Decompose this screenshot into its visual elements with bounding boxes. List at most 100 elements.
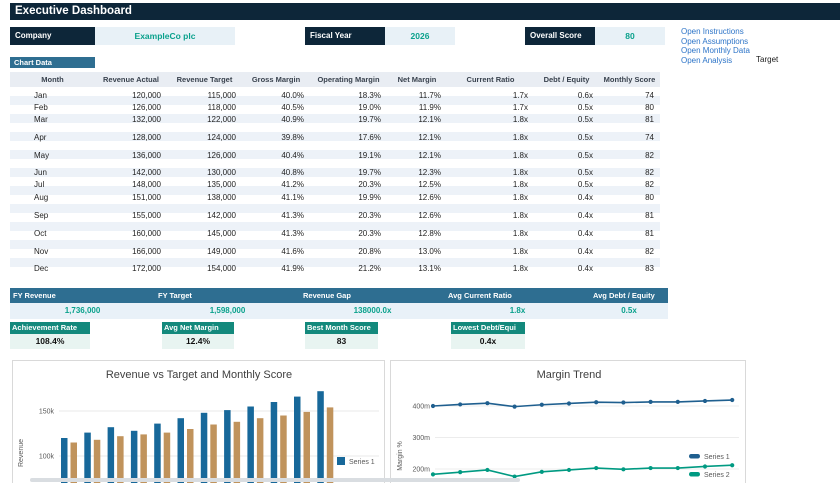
kpi-value[interactable]: 83 — [305, 334, 378, 349]
table-cell[interactable]: 80 — [645, 192, 654, 202]
table-cell[interactable]: 0.5x — [577, 115, 593, 124]
table-cell[interactable]: 40.4% — [281, 150, 304, 160]
table-cell[interactable]: 82 — [645, 246, 654, 256]
table-cell[interactable]: 12.1% — [418, 150, 441, 160]
table-cell[interactable]: 126,000 — [207, 150, 236, 160]
table-cell[interactable]: 1.7x — [512, 90, 528, 100]
table-cell[interactable]: Sep — [34, 210, 49, 220]
horizontal-scrollbar-thumb[interactable] — [30, 478, 520, 482]
table-cell[interactable]: 81 — [645, 115, 654, 124]
table-cell[interactable]: 118,000 — [207, 103, 236, 112]
margin-trend-chart[interactable]: Margin Trend 400m 300m 200m Margin % Series 1… — [390, 360, 746, 483]
table-cell[interactable]: 166,000 — [132, 246, 161, 256]
table-cell[interactable]: 128,000 — [132, 132, 161, 142]
table-cell[interactable]: 126,000 — [132, 103, 161, 112]
table-cell[interactable]: 40.0% — [281, 90, 304, 100]
overall-score-value-cell[interactable]: 80 — [595, 27, 665, 45]
table-cell[interactable]: 160,000 — [132, 228, 161, 238]
table-cell[interactable]: 0.4x — [577, 246, 593, 256]
table-cell[interactable]: 19.7% — [358, 167, 381, 177]
table-cell[interactable]: 1.8x — [512, 192, 528, 202]
table-cell[interactable]: 151,000 — [132, 192, 161, 202]
table-cell[interactable]: 0.4x — [577, 192, 593, 202]
table-cell[interactable]: Mar — [34, 115, 48, 124]
table-cell[interactable]: 1.8x — [512, 167, 528, 177]
table-cell[interactable]: 39.8% — [281, 132, 304, 142]
table-cell[interactable]: 0.5x — [577, 150, 593, 160]
table-cell[interactable]: 20.8% — [358, 246, 381, 256]
table-cell[interactable]: 80 — [645, 103, 654, 112]
link-open-instructions[interactable]: Open Instructions — [681, 27, 744, 36]
table-cell[interactable]: 40.9% — [281, 115, 304, 124]
table-cell[interactable]: 19.9% — [358, 192, 381, 202]
summary-value-avg-debt-equity[interactable]: 0.5x — [621, 306, 637, 315]
table-cell[interactable]: 12.6% — [418, 192, 441, 202]
table-cell[interactable]: 20.3% — [358, 228, 381, 238]
table-cell[interactable]: Nov — [34, 246, 49, 256]
table-cell[interactable]: Jan — [34, 90, 47, 100]
table-cell[interactable]: 40.5% — [281, 103, 304, 112]
kpi-value[interactable]: 12.4% — [162, 334, 234, 349]
table-cell[interactable]: 41.6% — [281, 246, 304, 256]
table-cell[interactable]: 0.5x — [577, 180, 593, 189]
table-cell[interactable]: 1.7x — [512, 103, 528, 112]
link-open-analysis[interactable]: Open Analysis — [681, 55, 733, 65]
summary-value-fy-revenue[interactable]: 1,736,000 — [64, 306, 101, 315]
table-cell[interactable]: Dec — [34, 263, 49, 273]
table-cell[interactable]: 19.0% — [358, 103, 381, 112]
summary-value-revenue-gap[interactable]: 138000.0x — [353, 306, 392, 315]
table-cell[interactable]: 115,000 — [207, 90, 236, 100]
table-cell[interactable]: 0.5x — [577, 103, 593, 112]
table-cell[interactable]: 13.1% — [418, 263, 441, 273]
table-cell[interactable]: 74 — [645, 90, 654, 100]
table-cell[interactable]: 41.9% — [281, 263, 304, 273]
table-cell[interactable]: 13.0% — [418, 246, 441, 256]
table-cell[interactable]: 120,000 — [132, 90, 161, 100]
table-cell[interactable]: 1.8x — [512, 228, 528, 238]
table-cell[interactable]: 0.5x — [577, 132, 593, 142]
table-cell[interactable]: May — [34, 150, 50, 160]
table-cell[interactable]: Jun — [34, 167, 47, 177]
table-cell[interactable]: 0.4x — [577, 228, 593, 238]
table-cell[interactable]: 12.6% — [418, 210, 441, 220]
table-cell[interactable]: Feb — [34, 103, 48, 112]
table-cell[interactable]: 41.2% — [281, 180, 304, 189]
table-cell[interactable]: 21.2% — [358, 263, 381, 273]
table-cell[interactable]: 149,000 — [207, 246, 236, 256]
link-open-monthly-data[interactable]: Open Monthly Data — [681, 46, 750, 55]
table-cell[interactable]: 135,000 — [207, 180, 236, 189]
table-cell[interactable]: 142,000 — [132, 167, 161, 177]
table-cell[interactable]: 19.7% — [358, 115, 381, 124]
table-cell[interactable]: 19.1% — [358, 150, 381, 160]
table-cell[interactable]: 83 — [645, 263, 654, 273]
table-cell[interactable]: 1.8x — [512, 115, 528, 124]
table-cell[interactable]: 12.1% — [418, 115, 441, 124]
table-cell[interactable]: 12.1% — [418, 132, 441, 142]
table-cell[interactable]: 132,000 — [132, 115, 161, 124]
table-cell[interactable]: 17.6% — [358, 132, 381, 142]
company-value-cell[interactable]: ExampleCo plc — [95, 27, 235, 45]
summary-value-avg-current-ratio[interactable]: 1.8x — [509, 306, 526, 315]
table-cell[interactable]: 1.8x — [512, 132, 528, 142]
table-cell[interactable]: 41.1% — [281, 192, 304, 202]
table-cell[interactable]: 12.8% — [418, 228, 441, 238]
table-cell[interactable]: 20.3% — [358, 210, 381, 220]
fiscal-year-value-cell[interactable]: 2026 — [385, 27, 455, 45]
table-cell[interactable]: 138,000 — [207, 192, 236, 202]
table-cell[interactable]: 0.4x — [577, 263, 593, 273]
table-cell[interactable]: 1.8x — [512, 210, 528, 220]
table-cell[interactable]: 11.7% — [418, 90, 441, 100]
table-cell[interactable]: 1.8x — [512, 150, 528, 160]
table-cell[interactable]: 136,000 — [132, 150, 161, 160]
table-cell[interactable]: 41.3% — [281, 210, 304, 220]
table-cell[interactable]: 142,000 — [207, 210, 236, 220]
summary-value-fy-target[interactable]: 1,598,000 — [209, 306, 246, 315]
table-cell[interactable]: 122,000 — [207, 115, 236, 124]
table-cell[interactable]: Apr — [34, 132, 47, 142]
table-cell[interactable]: 82 — [645, 150, 654, 160]
link-open-assumptions[interactable]: Open Assumptions — [681, 36, 749, 46]
table-cell[interactable]: 1.8x — [512, 180, 528, 189]
table-cell[interactable]: 0.4x — [577, 210, 593, 220]
kpi-value[interactable]: 108.4% — [10, 334, 90, 349]
table-cell[interactable]: 172,000 — [132, 263, 161, 273]
